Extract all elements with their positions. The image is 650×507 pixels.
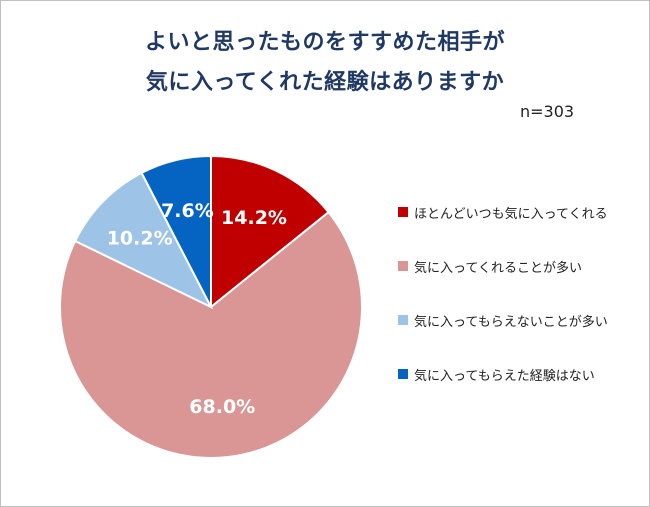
- legend-label: 気に入ってもらえた経験はない: [414, 369, 595, 384]
- legend-swatch: [398, 315, 408, 325]
- pie-slice-4: [140, 154, 212, 308]
- chart-title-line2: 気に入ってくれた経験はありますか: [145, 70, 505, 95]
- chart-title-line1: よいと思ったものをすすめた相手が: [144, 30, 505, 55]
- pie-slice-1: [210, 154, 330, 310]
- legend-label: ほとんどいつも気に入ってくれる: [414, 207, 608, 222]
- legend-swatch: [398, 369, 408, 379]
- legend-label: 気に入ってもらえないことが多い: [414, 315, 608, 330]
- legend-label: 気に入ってくれることが多い: [414, 261, 582, 276]
- pie-slice-2: [59, 210, 363, 459]
- pie-label-4: 7.6%: [161, 200, 214, 222]
- pie-label-2: 68.0%: [189, 396, 255, 418]
- pie-label-1: 14.2%: [221, 207, 287, 229]
- sample-size: n=303: [520, 102, 575, 121]
- pie-slice-3: [73, 171, 214, 310]
- legend-swatch: [398, 261, 408, 271]
- legend-swatch: [398, 207, 408, 217]
- pie-label-3: 10.2%: [107, 227, 173, 249]
